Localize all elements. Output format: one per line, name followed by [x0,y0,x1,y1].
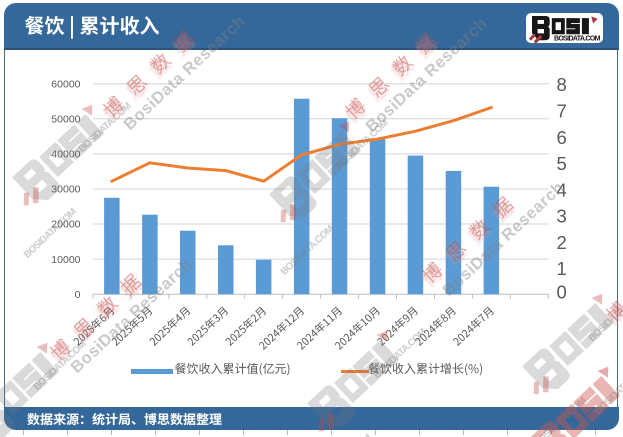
svg-text:5: 5 [557,153,567,174]
svg-text:20000: 20000 [51,219,80,231]
svg-text:10000: 10000 [51,254,80,266]
svg-text:0: 0 [557,281,567,302]
svg-text:2: 2 [557,232,567,253]
svg-text:3: 3 [557,206,567,227]
svg-text:2025年3月: 2025年3月 [184,303,232,349]
svg-text:60000: 60000 [51,78,80,90]
svg-text:1: 1 [557,258,567,279]
svg-text:0: 0 [75,289,81,301]
svg-text:50000: 50000 [51,114,80,126]
svg-text:40000: 40000 [51,149,80,161]
svg-text:4: 4 [557,179,567,200]
svg-text:2024年8月: 2024年8月 [412,303,460,349]
svg-text:7: 7 [557,101,567,122]
svg-text:8: 8 [557,74,567,95]
svg-text:6: 6 [557,127,567,148]
svg-text:30000: 30000 [51,184,80,196]
svg-text:BOSIDATA.COM: BOSIDATA.COM [554,35,601,42]
svg-text:2024年7月: 2024年7月 [450,303,498,349]
